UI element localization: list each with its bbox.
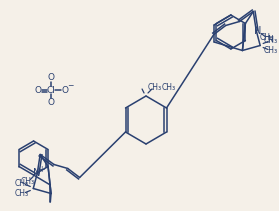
Text: N: N xyxy=(33,169,40,179)
Text: O: O xyxy=(48,97,55,107)
Text: CH₃: CH₃ xyxy=(14,179,28,188)
Text: N: N xyxy=(254,26,261,35)
Text: O: O xyxy=(35,85,42,95)
Text: CH₃: CH₃ xyxy=(20,177,34,186)
Text: CH₃: CH₃ xyxy=(264,36,278,45)
Text: N: N xyxy=(267,35,273,44)
Text: +: + xyxy=(38,165,44,174)
Text: O: O xyxy=(48,73,55,83)
Text: CH₃: CH₃ xyxy=(148,83,162,92)
Text: Cl: Cl xyxy=(47,85,56,95)
Text: CH₃: CH₃ xyxy=(14,189,28,198)
Text: CH₃: CH₃ xyxy=(264,46,278,55)
Text: O: O xyxy=(62,85,69,95)
Text: −: − xyxy=(67,81,73,91)
Text: CH₃: CH₃ xyxy=(260,33,274,42)
Text: CH₃: CH₃ xyxy=(162,83,176,92)
